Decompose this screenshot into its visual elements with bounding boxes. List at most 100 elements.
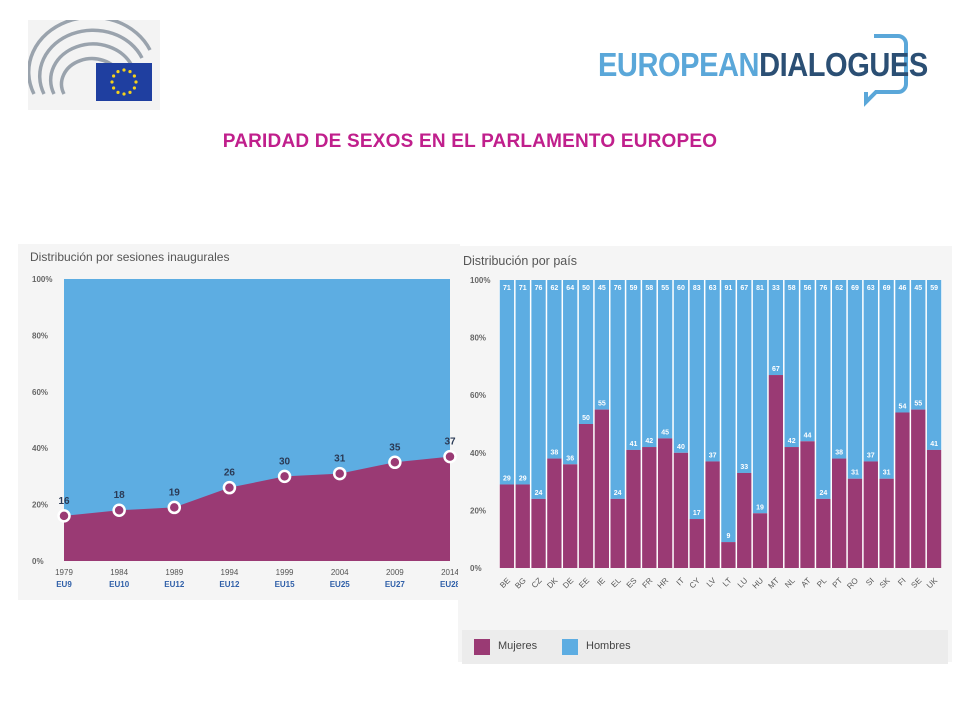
bar-mujeres	[768, 375, 784, 568]
eu-star-icon	[110, 80, 114, 84]
data-point-marker	[112, 503, 126, 517]
y-tick-label: 40%	[470, 449, 486, 458]
x-tick-label: CY	[688, 576, 703, 591]
x-sublabel: EU12	[219, 580, 240, 589]
bar-hombres	[515, 280, 530, 485]
bar-label-mujeres: 37	[709, 452, 717, 459]
x-tick-label: CZ	[530, 576, 544, 590]
data-label: 26	[224, 468, 236, 479]
x-sublabel: EU10	[109, 580, 130, 589]
bar-mujeres	[737, 472, 752, 568]
x-tick-label: IE	[595, 576, 607, 588]
bar-label-hombres: 58	[788, 285, 796, 292]
bar-hombres	[895, 280, 910, 413]
bar-mujeres	[626, 449, 641, 568]
bar-label-hombres: 76	[535, 285, 543, 292]
x-tick-label: SE	[909, 576, 923, 590]
x-tick-label: 1989	[165, 568, 183, 577]
x-tick-label: 1994	[221, 568, 239, 577]
bar-mujeres	[610, 498, 625, 568]
x-tick-label: 1984	[110, 568, 128, 577]
data-label: 37	[444, 437, 456, 448]
bar-label-mujeres: 41	[930, 441, 938, 448]
bar-mujeres	[816, 498, 831, 568]
bar-label-mujeres: 17	[693, 510, 701, 517]
bar-label-mujeres: 50	[582, 415, 590, 422]
bar-label-mujeres: 54	[899, 403, 907, 410]
bar-hombres	[926, 280, 942, 450]
bar-label-mujeres: 37	[867, 452, 875, 459]
bar-hombres	[531, 280, 546, 499]
bar-mujeres	[689, 519, 704, 568]
bar-mujeres	[879, 478, 894, 568]
bar-hombres	[499, 280, 515, 485]
eu-star-icon	[128, 90, 132, 94]
bar-hombres	[879, 280, 894, 479]
x-tick-label: BE	[498, 576, 512, 590]
y-tick-label: 20%	[470, 506, 486, 515]
x-tick-label: 2004	[331, 568, 349, 577]
legend-swatch-hombres	[562, 639, 578, 655]
x-sublabel: EU27	[385, 580, 406, 589]
area-chart: 0% 20% 40% 60% 80% 100% 16 1979 EU9 18 1984 EU10 19 1…	[32, 275, 460, 589]
bar-hombres	[610, 280, 625, 499]
bar-hombres	[626, 280, 641, 450]
bar-hombres	[737, 280, 752, 473]
bar-mujeres	[578, 424, 594, 568]
data-label: 35	[389, 442, 401, 453]
x-tick-label: FR	[641, 576, 655, 590]
x-tick-label: 2009	[386, 568, 404, 577]
bar-label-mujeres: 24	[614, 490, 622, 497]
eu-star-icon	[122, 92, 126, 96]
x-tick-label: SK	[878, 576, 892, 590]
eu-star-icon	[132, 86, 136, 90]
y-tick-label: 40%	[32, 444, 48, 453]
mujeres-area	[64, 456, 450, 561]
bar-mujeres	[515, 484, 530, 568]
bar-mujeres	[563, 464, 578, 568]
bar-label-mujeres: 31	[883, 470, 891, 477]
data-label: 30	[279, 456, 291, 467]
bar-mujeres	[800, 441, 815, 568]
bar-chart-title: Distribución por país	[463, 254, 577, 268]
x-tick-label: FI	[896, 576, 907, 587]
bar-label-hombres: 76	[819, 285, 827, 292]
bar-label-hombres: 62	[550, 285, 558, 292]
bar-mujeres	[895, 412, 910, 568]
bar-label-hombres: 60	[677, 285, 685, 292]
eu-star-icon	[128, 70, 132, 74]
eu-star-icon	[122, 68, 126, 72]
y-tick-label: 20%	[32, 501, 48, 510]
bar-label-hombres: 33	[772, 285, 780, 292]
area-chart-title: Distribución por sesiones inaugurales	[30, 250, 230, 264]
data-point-marker	[57, 509, 71, 523]
bar-mujeres	[657, 438, 673, 568]
bar-hombres	[563, 280, 578, 465]
x-tick-label: 1979	[55, 568, 73, 577]
x-tick-label: RO	[845, 576, 860, 591]
data-point-marker	[443, 449, 457, 464]
x-tick-label: SI	[864, 576, 876, 588]
bar-mujeres	[863, 461, 878, 568]
data-point-marker	[277, 469, 292, 484]
bar-label-hombres: 62	[835, 285, 843, 292]
bar-label-mujeres: 41	[630, 441, 638, 448]
x-tick-label: DE	[561, 576, 575, 590]
bar-label-hombres: 67	[740, 285, 748, 292]
bar-hombres	[578, 280, 594, 424]
bar-label-mujeres: 9	[726, 533, 730, 540]
x-tick-label: 2014	[441, 568, 459, 577]
brand-part-1: EUROPEAN	[598, 46, 760, 83]
x-tick-label: LT	[721, 576, 734, 589]
bar-label-hombres: 58	[645, 285, 653, 292]
bar-label-hombres: 63	[867, 285, 875, 292]
speech-bubble-icon	[864, 34, 908, 107]
bar-mujeres	[784, 447, 799, 568]
bar-label-mujeres: 67	[772, 366, 780, 373]
brand-wordmark: EUROPEANDIALOGUES	[598, 46, 928, 84]
data-point-marker	[167, 500, 182, 515]
eu-star-icon	[134, 80, 138, 84]
x-tick-label: IT	[675, 576, 686, 587]
x-tick-label: HR	[656, 576, 671, 591]
bar-label-hombres: 45	[598, 285, 606, 292]
